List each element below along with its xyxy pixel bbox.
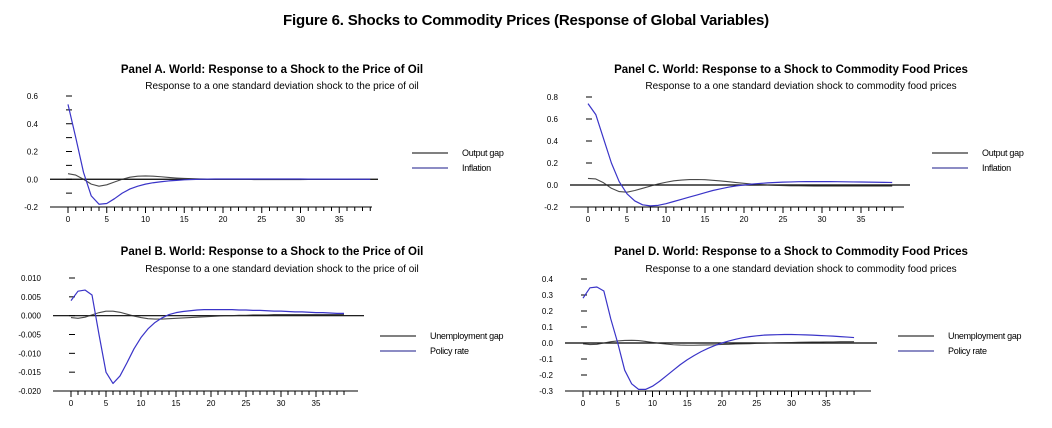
y-tick-label: 0.2 xyxy=(27,148,39,157)
y-tick-label: -0.020 xyxy=(18,387,41,396)
y-tick-label: 0.4 xyxy=(27,120,39,129)
panel-c: Panel C. World: Response to a Shock to C… xyxy=(544,64,1024,224)
panel-subtitle: Response to a one standard deviation sho… xyxy=(145,81,419,92)
series-line-output-gap xyxy=(587,177,893,193)
x-tick-label: 25 xyxy=(752,399,761,408)
x-tick-label: 0 xyxy=(586,215,591,224)
panel-b: Panel B. World: Response to a Shock to t… xyxy=(18,246,504,408)
y-tick-label: -0.1 xyxy=(539,355,553,364)
y-tick-label: 0.3 xyxy=(542,291,554,300)
series-line-unemployment-gap xyxy=(70,310,344,320)
x-tick-label: 15 xyxy=(172,399,181,408)
x-tick-label: 5 xyxy=(105,215,110,224)
x-tick-label: 5 xyxy=(616,399,621,408)
x-tick-label: 20 xyxy=(207,399,216,408)
y-tick-label: -0.2 xyxy=(24,203,38,212)
y-tick-label: -0.2 xyxy=(539,371,553,380)
y-tick-label: -0.015 xyxy=(18,368,41,377)
x-tick-label: 30 xyxy=(818,215,827,224)
series-line-policy-rate xyxy=(582,286,855,390)
panel-d: Panel D. World: Response to a Shock to C… xyxy=(539,246,1022,408)
x-tick-label: 15 xyxy=(180,215,189,224)
panel-subtitle: Response to a one standard deviation sho… xyxy=(645,264,956,275)
x-tick-label: 15 xyxy=(701,215,710,224)
x-tick-label: 5 xyxy=(104,399,109,408)
legend-label: Unemployment gap xyxy=(948,331,1022,341)
x-tick-label: 20 xyxy=(740,215,749,224)
legend-label: Inflation xyxy=(462,163,491,173)
legend-label: Unemployment gap xyxy=(430,331,504,341)
x-tick-label: 10 xyxy=(662,215,671,224)
y-tick-label: -0.005 xyxy=(18,331,41,340)
x-tick-label: 25 xyxy=(242,399,251,408)
x-tick-label: 10 xyxy=(137,399,146,408)
legend-label: Output gap xyxy=(462,148,504,158)
x-tick-label: 0 xyxy=(66,215,71,224)
panel-title: Panel A. World: Response to a Shock to t… xyxy=(121,64,423,76)
panel-title: Panel C. World: Response to a Shock to C… xyxy=(614,64,968,76)
series-line-inflation xyxy=(67,104,371,205)
x-tick-label: 35 xyxy=(857,215,866,224)
y-tick-label: 0.4 xyxy=(547,137,559,146)
x-tick-label: 25 xyxy=(257,215,266,224)
x-tick-label: 35 xyxy=(822,399,831,408)
x-tick-label: 10 xyxy=(141,215,150,224)
panel-subtitle: Response to a one standard deviation sho… xyxy=(645,81,956,92)
y-tick-label: -0.2 xyxy=(544,203,558,212)
y-tick-label: 0.0 xyxy=(27,175,39,184)
panel-title: Panel D. World: Response to a Shock to C… xyxy=(614,246,968,258)
y-tick-label: -0.3 xyxy=(539,387,553,396)
x-tick-label: 35 xyxy=(312,399,321,408)
legend-label: Inflation xyxy=(982,163,1011,173)
y-tick-label: 0.6 xyxy=(547,115,559,124)
y-tick-label: 0.2 xyxy=(547,159,559,168)
series-line-policy-rate xyxy=(70,289,344,385)
y-tick-label: 0.1 xyxy=(542,323,554,332)
x-tick-label: 25 xyxy=(779,215,788,224)
y-tick-label: 0.8 xyxy=(547,93,559,102)
x-tick-label: 0 xyxy=(69,399,74,408)
y-tick-label: 0.005 xyxy=(21,293,42,302)
x-tick-label: 20 xyxy=(718,399,727,408)
x-tick-label: 30 xyxy=(277,399,286,408)
panel-subtitle: Response to a one standard deviation sho… xyxy=(145,264,419,275)
y-tick-label: 0.6 xyxy=(27,92,39,101)
legend-label: Output gap xyxy=(982,148,1024,158)
y-tick-label: 0.2 xyxy=(542,307,554,316)
legend-label: Policy rate xyxy=(948,346,987,356)
y-tick-label: 0.4 xyxy=(542,275,554,284)
figure-title: Figure 6. Shocks to Commodity Prices (Re… xyxy=(283,12,769,29)
x-tick-label: 30 xyxy=(787,399,796,408)
legend-label: Policy rate xyxy=(430,346,469,356)
y-tick-label: 0.000 xyxy=(21,312,42,321)
y-tick-label: -0.010 xyxy=(18,349,41,358)
x-tick-label: 5 xyxy=(625,215,630,224)
y-tick-label: 0.0 xyxy=(542,339,554,348)
x-tick-label: 20 xyxy=(219,215,228,224)
y-tick-label: 0.010 xyxy=(21,274,42,283)
x-tick-label: 30 xyxy=(296,215,305,224)
series-line-output-gap xyxy=(67,173,371,187)
y-tick-label: 0.0 xyxy=(547,181,559,190)
panel-title: Panel B. World: Response to a Shock to t… xyxy=(121,246,424,258)
x-tick-label: 10 xyxy=(648,399,657,408)
panel-a: Panel A. World: Response to a Shock to t… xyxy=(24,64,504,224)
x-tick-label: 0 xyxy=(581,399,586,408)
x-tick-label: 35 xyxy=(335,215,344,224)
series-line-inflation xyxy=(587,103,893,207)
x-tick-label: 15 xyxy=(683,399,692,408)
